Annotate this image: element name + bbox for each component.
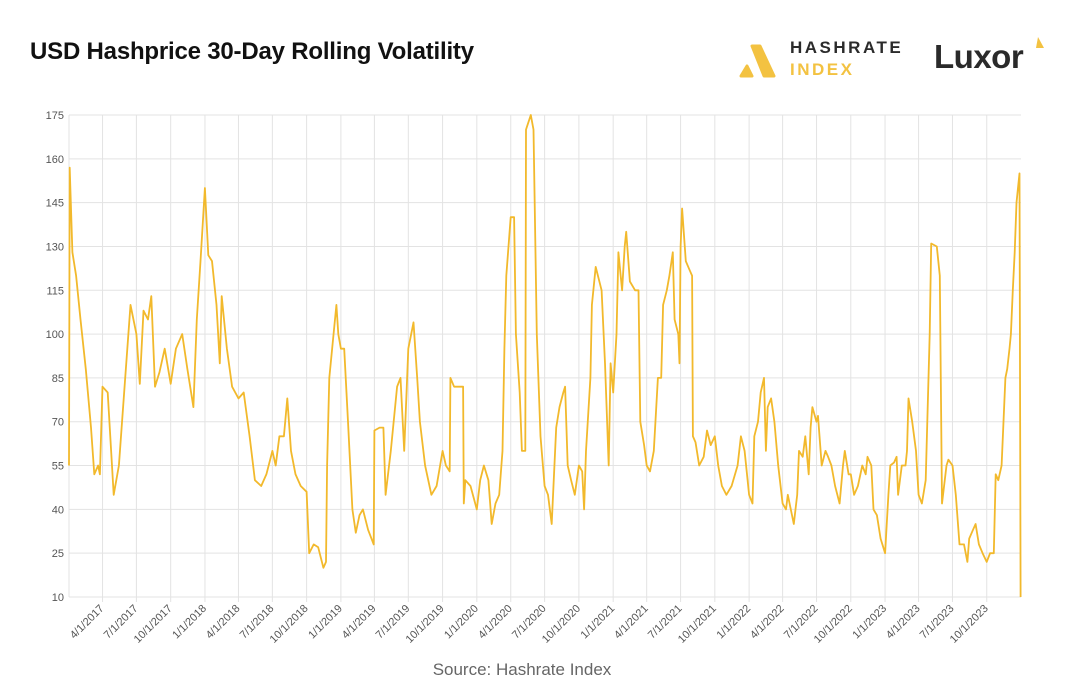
x-tick-label: 1/1/2021 [579, 603, 618, 642]
brand-index-text: INDEX [790, 60, 855, 79]
y-axis-ticks: 10 25 40 55 70 85 100 115 130 145 160 175 [46, 110, 64, 604]
brand-luxor-logo: Luxor [934, 38, 1024, 75]
x-tick-label: 4/1/2020 [476, 603, 515, 642]
y-tick-label: 10 [52, 592, 64, 604]
x-tick-label: 4/1/2021 [612, 603, 651, 642]
x-tick-label: 4/1/2023 [884, 603, 923, 642]
y-tick-label: 130 [46, 241, 64, 253]
y-tick-label: 175 [46, 110, 64, 122]
y-tick-label: 40 [52, 504, 64, 516]
y-tick-label: 25 [52, 548, 64, 560]
x-axis-ticks: 4/1/20177/1/201710/1/20171/1/20184/1/201… [68, 603, 991, 646]
source-caption: Source: Hashrate Index [432, 660, 612, 679]
y-tick-label: 85 [52, 373, 64, 385]
x-tick-label: 1/1/2019 [306, 603, 345, 642]
x-tick-label: 1/1/2022 [714, 603, 753, 642]
y-tick-label: 55 [52, 461, 64, 473]
x-tick-label: 4/1/2018 [204, 603, 243, 642]
y-tick-label: 160 [46, 154, 64, 166]
y-tick-label: 70 [52, 417, 64, 429]
brand-hashrate-text: HASHRATE [790, 38, 904, 57]
x-tick-label: 1/1/2020 [442, 603, 481, 642]
hashrate-index-logo-icon [739, 44, 776, 78]
grid-lines [68, 114, 1021, 602]
y-tick-label: 115 [46, 285, 64, 297]
x-tick-label: 1/1/2023 [850, 603, 889, 642]
x-tick-label: 4/1/2019 [340, 603, 379, 642]
x-tick-label: 4/1/2022 [748, 603, 787, 642]
y-tick-label: 145 [46, 198, 64, 210]
x-tick-label: 4/1/2017 [68, 603, 107, 642]
luxor-triangle-icon [1036, 37, 1044, 48]
x-tick-label: 1/1/2018 [170, 603, 209, 642]
y-tick-label: 100 [46, 329, 64, 341]
chart-title: USD Hashprice 30-Day Rolling Volatility [30, 38, 474, 65]
series-line-volatility [68, 114, 1022, 598]
